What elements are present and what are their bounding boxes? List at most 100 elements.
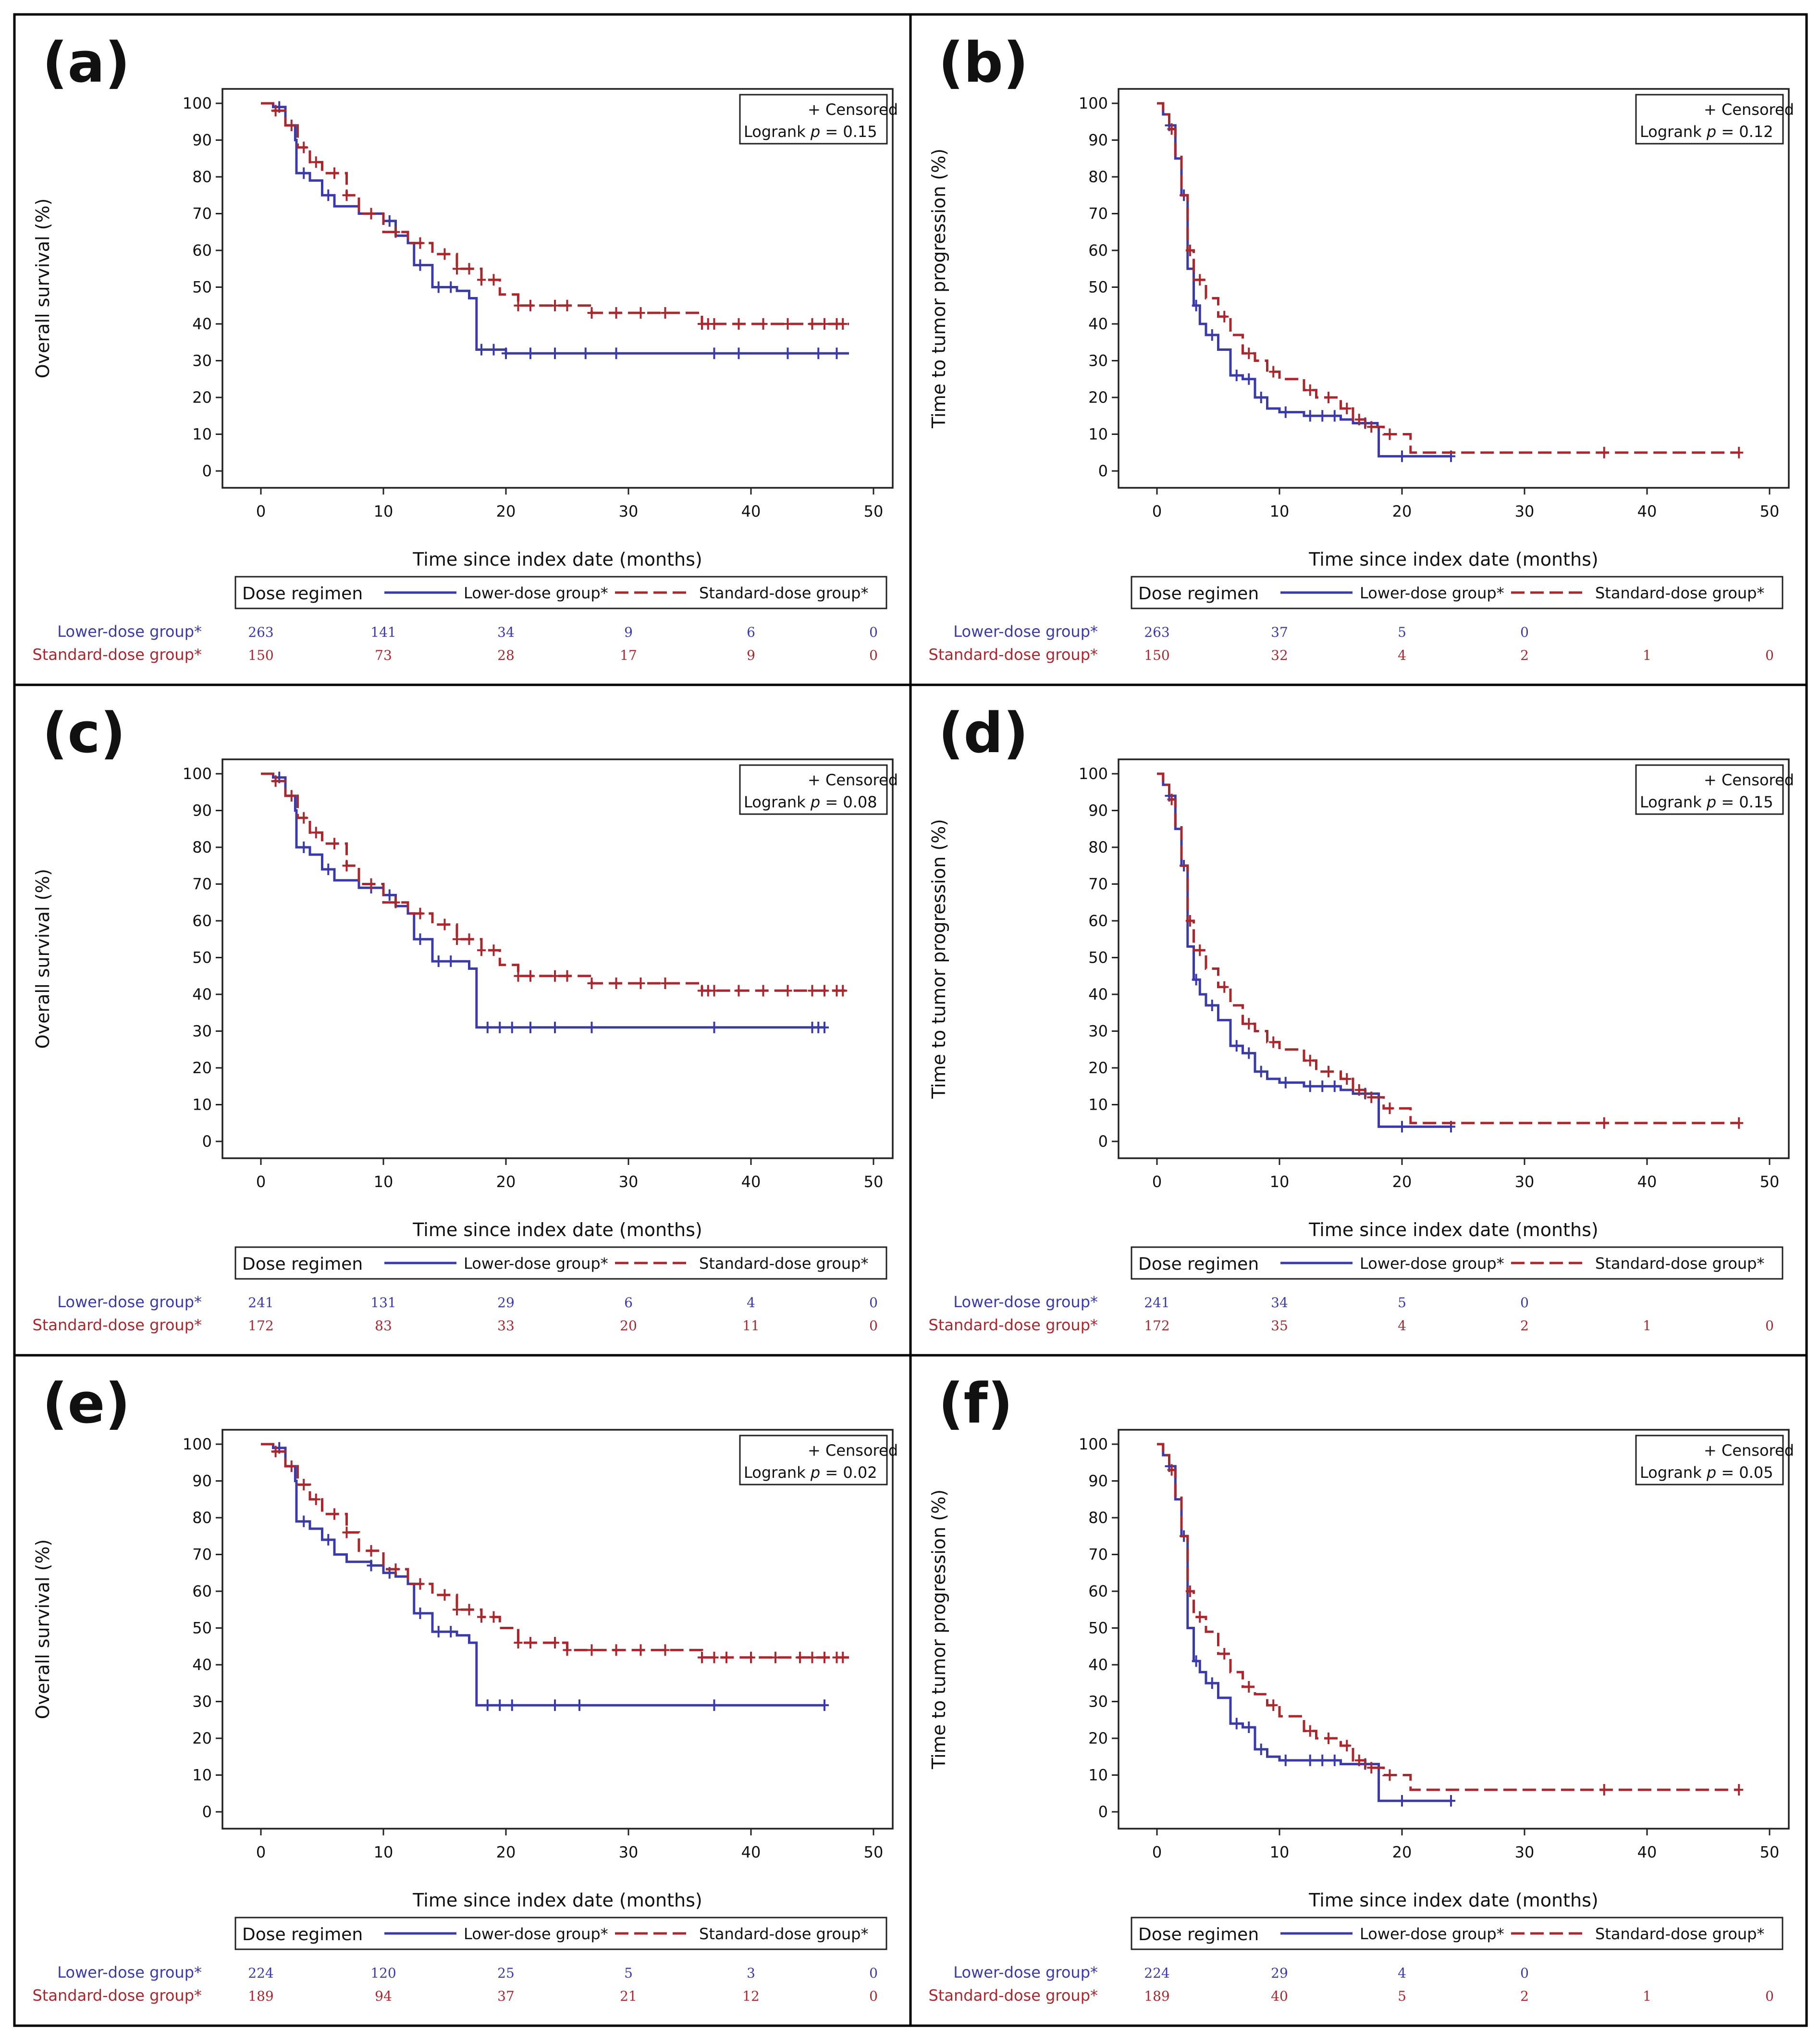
censor-mark [391, 896, 400, 908]
censor-mark [1367, 421, 1376, 433]
censor-mark [1185, 915, 1194, 927]
censor-mark [489, 1611, 498, 1623]
legend-lower-label: Lower-dose group* [1360, 1254, 1504, 1273]
censor-mark [526, 299, 535, 311]
legend-standard-label: Standard-dose group* [699, 584, 868, 602]
censor-mark [385, 889, 394, 901]
y-tick-label: 20 [1088, 1059, 1108, 1077]
censor-mark [661, 1644, 670, 1656]
censor-mark [1232, 370, 1241, 382]
y-tick-label: 40 [1088, 985, 1108, 1003]
y-tick-label: 100 [1079, 94, 1108, 112]
censor-mark [1305, 1080, 1315, 1092]
logrank-pvalue: Logrank p = 0.02 [744, 1463, 877, 1482]
censored-note: + Censored [1704, 1441, 1794, 1460]
censor-mark [783, 985, 792, 997]
censor-mark [416, 933, 425, 945]
x-tick-label: 0 [256, 502, 266, 520]
risk-row-standard-label: Standard-dose group* [929, 1316, 1098, 1334]
censor-mark [465, 263, 474, 275]
risk-row-standard-label: Standard-dose group* [929, 645, 1098, 664]
censor-mark [636, 1644, 645, 1656]
x-tick-label: 0 [1152, 1173, 1162, 1191]
y-tick-label: 10 [192, 425, 212, 444]
censor-mark [446, 1626, 455, 1638]
censor-mark [465, 1604, 474, 1616]
risk-count-lower: 5 [1398, 1295, 1406, 1311]
y-tick-label: 40 [192, 1656, 212, 1674]
x-tick-label: 50 [864, 1843, 884, 1861]
y-tick-label: 30 [1088, 352, 1108, 370]
censor-mark [1330, 1754, 1339, 1766]
censor-mark [1167, 793, 1176, 805]
censor-mark [563, 970, 572, 982]
logrank-p-symbol: p [1706, 1463, 1716, 1482]
logrank-p-symbol: p [1706, 123, 1716, 141]
censor-mark [587, 1644, 596, 1656]
x-tick-label: 0 [1152, 502, 1162, 520]
y-tick-label: 0 [202, 1803, 212, 1821]
censor-mark [299, 842, 308, 853]
risk-count-standard: 189 [1144, 1988, 1169, 2004]
dose-regimen-legend [234, 1917, 887, 1950]
censor-mark [1269, 366, 1278, 378]
risk-count-standard: 20 [620, 1318, 637, 1334]
censor-mark [1256, 1065, 1266, 1077]
y-tick-label: 30 [1088, 1693, 1108, 1711]
censor-mark [551, 347, 559, 359]
lower-dose-survival-curve [1157, 772, 1451, 1128]
censor-mark [1207, 1677, 1217, 1689]
censor-mark [287, 790, 296, 802]
censor-mark [575, 1699, 584, 1711]
y-tick-label: 0 [1098, 1803, 1108, 1821]
x-axis-title: Time since index date (months) [412, 549, 702, 570]
risk-count-standard: 0 [869, 1988, 878, 2004]
risk-count-lower: 25 [497, 1965, 515, 1981]
risk-count-standard: 2 [1520, 1988, 1529, 2004]
censor-mark [271, 105, 280, 117]
censor-mark [710, 347, 719, 359]
censor-mark [453, 933, 461, 945]
risk-count-lower: 6 [747, 624, 755, 640]
risk-count-standard: 12 [742, 1988, 760, 2004]
legend-standard-label: Standard-dose group* [1595, 1925, 1764, 1943]
y-tick-label: 30 [192, 352, 212, 370]
x-tick-label: 50 [864, 1173, 884, 1191]
censor-mark [771, 1651, 780, 1663]
risk-count-lower: 263 [1144, 624, 1169, 640]
x-tick-label: 40 [741, 1173, 761, 1191]
risk-count-standard: 172 [1144, 1318, 1169, 1334]
y-tick-label: 60 [1088, 1582, 1108, 1600]
censor-mark [367, 208, 376, 220]
censor-mark [1385, 1769, 1394, 1781]
censor-mark [271, 775, 280, 787]
panel-label: (a) [42, 31, 130, 95]
x-tick-label: 10 [374, 1843, 394, 1861]
logrank-box [1635, 94, 1784, 145]
censor-mark [1195, 274, 1205, 286]
risk-count-lower: 0 [1520, 1295, 1529, 1311]
logrank-value: 0.02 [843, 1463, 877, 1482]
censor-mark [1281, 1754, 1290, 1766]
logrank-prefix: Logrank [744, 1463, 811, 1482]
censor-mark [710, 1651, 719, 1663]
x-tick-label: 30 [1515, 502, 1535, 520]
censor-mark [838, 985, 848, 997]
censor-mark [1269, 1699, 1278, 1711]
censor-mark [1281, 1077, 1290, 1089]
risk-count-standard: 1 [1643, 1988, 1651, 2004]
risk-count-lower: 4 [1398, 1965, 1406, 1981]
logrank-pvalue: Logrank p = 0.15 [1640, 793, 1773, 811]
censor-mark [416, 907, 425, 919]
y-tick-label: 10 [1088, 1766, 1108, 1784]
logrank-equals: = [1716, 123, 1739, 141]
legend-title: Dose regimen [242, 1254, 363, 1274]
censor-mark [1281, 406, 1290, 418]
censor-mark [820, 985, 829, 997]
censor-mark [636, 978, 645, 990]
censor-mark [820, 1699, 829, 1711]
y-tick-label: 80 [1088, 838, 1108, 856]
censor-mark [342, 1526, 351, 1538]
censor-mark [299, 812, 308, 824]
